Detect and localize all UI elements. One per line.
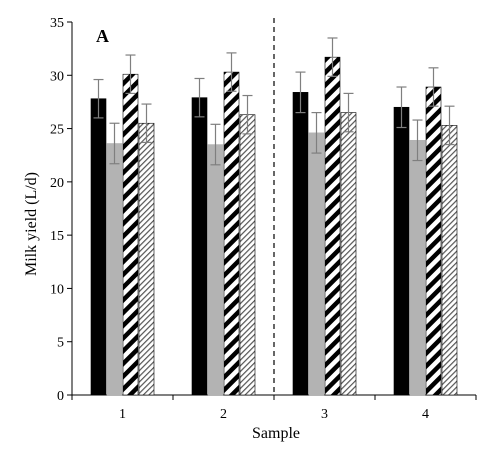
- y-tick-label: 20: [50, 176, 64, 191]
- panel-label: A: [96, 26, 109, 46]
- y-axis-title: Milk yield (L/d): [23, 172, 40, 276]
- bar: [122, 73, 139, 396]
- bar: [90, 98, 107, 396]
- bar: [393, 106, 410, 396]
- bar: [191, 97, 208, 396]
- bar: [409, 139, 426, 396]
- bar: [223, 71, 240, 396]
- y-tick-label: 5: [57, 336, 64, 351]
- bar: [207, 144, 224, 396]
- x-tick-label: 2: [220, 407, 227, 422]
- y-tick-label: 0: [57, 389, 64, 404]
- y-tick-label: 15: [50, 229, 64, 244]
- x-tick-label: 1: [119, 407, 126, 422]
- bar: [292, 92, 309, 396]
- y-axis: 0 5 10 15 20 25 30 35: [50, 16, 73, 404]
- bar: [308, 132, 325, 396]
- bar: [340, 112, 357, 396]
- x-tick-label: 4: [422, 407, 429, 422]
- x-axis-title: Sample: [252, 425, 300, 442]
- error-bar-group: [93, 37, 455, 166]
- bar: [239, 114, 256, 396]
- bar: [441, 125, 458, 396]
- y-tick-label: 35: [50, 16, 64, 31]
- y-tick-label: 30: [50, 69, 64, 84]
- y-tick-label: 25: [50, 123, 64, 138]
- bar: [138, 122, 155, 396]
- bar: [324, 56, 341, 396]
- bar: [425, 86, 442, 396]
- bar: [106, 143, 123, 396]
- x-tick-label: 3: [321, 407, 328, 422]
- y-tick-label: 10: [50, 282, 64, 297]
- bar-series-group: [90, 56, 458, 396]
